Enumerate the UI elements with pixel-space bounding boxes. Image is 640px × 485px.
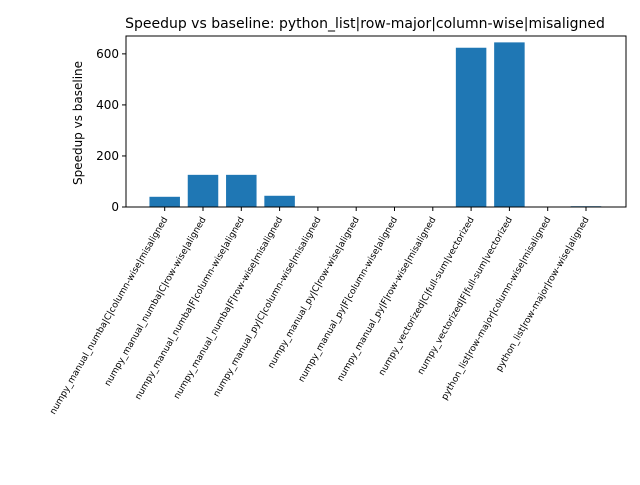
- bar: [494, 42, 525, 207]
- y-axis-label: Speedup vs baseline: [71, 61, 85, 185]
- bar: [149, 197, 180, 207]
- y-tick-label: 600: [96, 47, 119, 61]
- y-tick-label: 400: [96, 98, 119, 112]
- plot-area: 0200400600numpy_manual_numba|C|column-wi…: [48, 36, 626, 416]
- bar: [456, 48, 487, 207]
- bar: [264, 196, 295, 207]
- chart-title: Speedup vs baseline: python_list|row-maj…: [125, 16, 605, 32]
- bar: [226, 175, 256, 207]
- y-tick-label: 0: [111, 200, 119, 214]
- bar: [188, 175, 219, 207]
- y-tick-label: 200: [96, 149, 119, 163]
